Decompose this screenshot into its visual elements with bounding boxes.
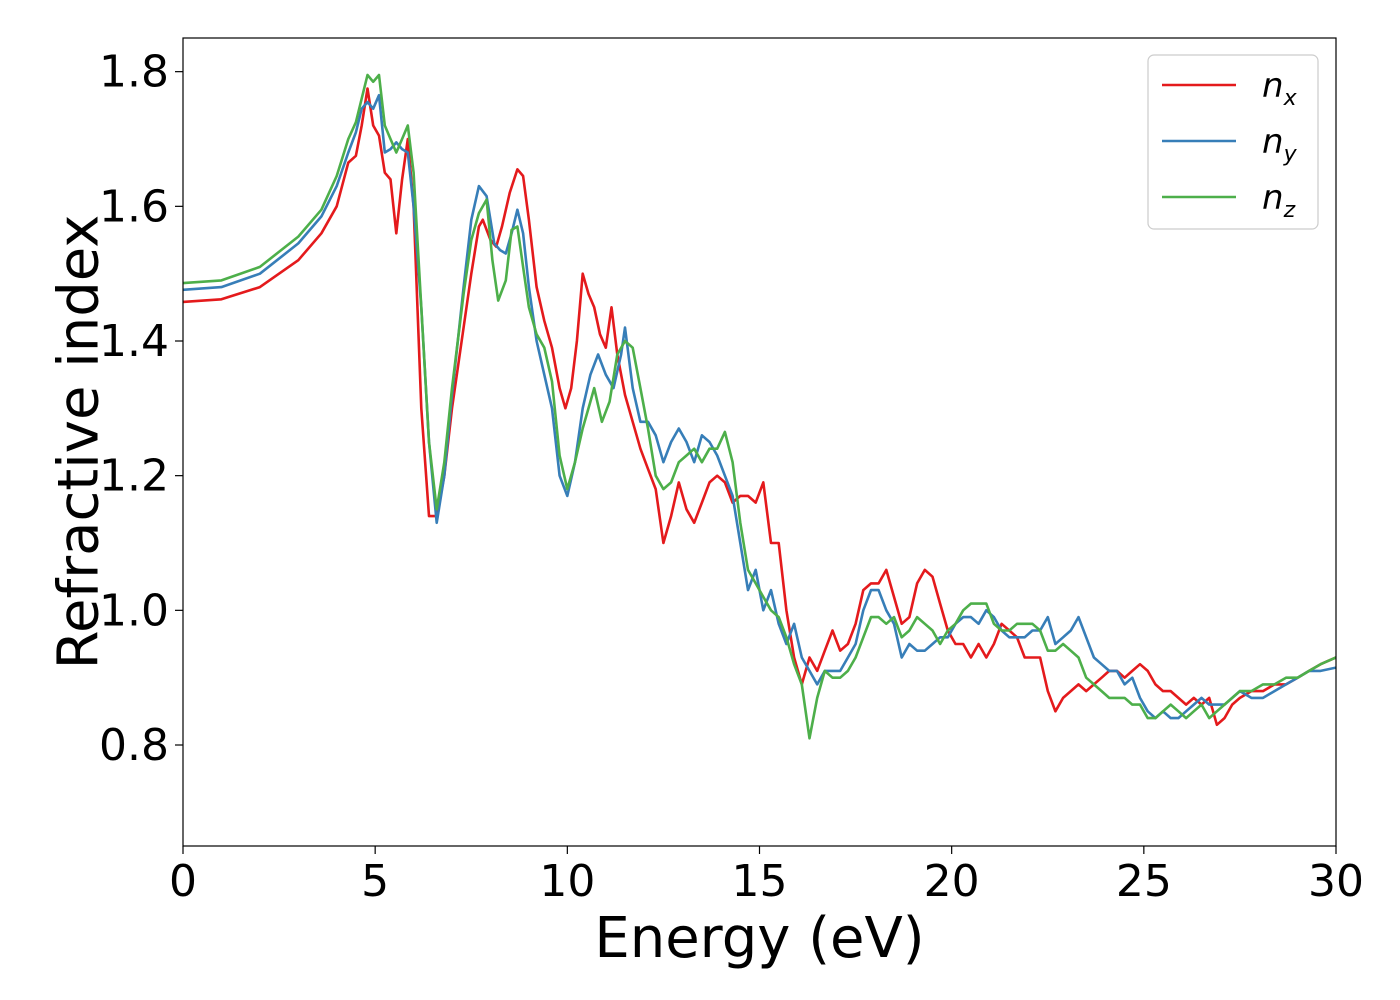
legend-label-nx: nx (1262, 66, 1298, 111)
ticks-layer: 0 5 10 15 20 25 30 0.8 1.0 1.2 1.4 1.6 1.8 (99, 47, 1364, 907)
x-tick-label: 15 (732, 856, 788, 907)
x-tick-label: 5 (361, 856, 389, 907)
y-tick-label: 0.8 (99, 720, 169, 771)
y-tick-label: 1.6 (99, 181, 169, 232)
legend: nx ny nz (1147, 54, 1319, 230)
y-tick-label: 1.4 (99, 316, 169, 367)
y-axis-title: Refractive index (47, 215, 112, 670)
legend-label-ny: ny (1262, 122, 1298, 167)
x-axis-title: Energy (eV) (594, 906, 924, 971)
y-tick-label: 1.2 (99, 451, 169, 502)
series-line-nx (183, 87, 1336, 727)
series-line-nz (183, 73, 1336, 740)
series-layer (183, 73, 1336, 740)
y-tick-label: 1.8 (99, 47, 169, 98)
x-tick-label: 30 (1308, 856, 1364, 907)
x-tick-label: 20 (924, 856, 980, 907)
legend-label-nz: nz (1262, 178, 1296, 223)
x-tick-label: 10 (539, 856, 595, 907)
x-tick-label: 25 (1116, 856, 1172, 907)
y-tick-label: 1.0 (99, 585, 169, 636)
x-tick-label: 0 (169, 856, 197, 907)
